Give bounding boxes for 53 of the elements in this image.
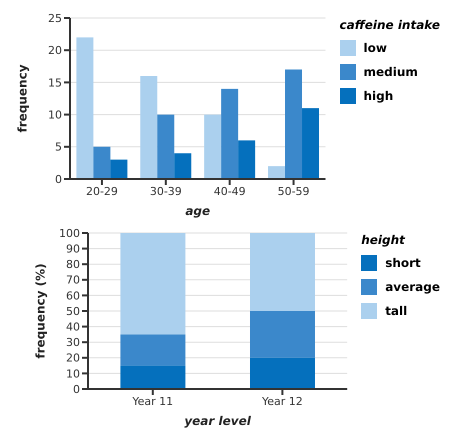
legend-title: caffeine intake	[340, 18, 440, 32]
bar	[250, 358, 315, 389]
y-tick-label: 15	[48, 76, 62, 90]
y-tick-label: 0	[55, 172, 62, 186]
bar	[110, 160, 128, 179]
legend-label: low	[362, 40, 388, 56]
legend-label: short	[384, 255, 422, 271]
bar	[250, 311, 315, 358]
x-tick-label: 40-49	[214, 184, 246, 198]
y-tick-label: 40	[66, 320, 80, 334]
legend-title: height	[361, 233, 406, 247]
y-axis-title: frequency (%)	[33, 263, 48, 359]
bar	[93, 146, 110, 179]
y-axis-title: frequency	[15, 64, 30, 133]
legend-label: average	[384, 279, 440, 295]
bar	[120, 366, 186, 389]
y-tick-label: 50	[66, 304, 80, 318]
bar	[140, 76, 158, 179]
legend-label: medium	[362, 64, 419, 80]
bar	[285, 70, 302, 179]
bar	[238, 140, 256, 179]
y-tick-label: 20	[48, 44, 62, 58]
y-tick-label: 80	[66, 258, 80, 272]
y-tick-label: 90	[66, 242, 80, 256]
bar	[302, 108, 320, 179]
x-tick-label: Year 12	[260, 394, 303, 408]
bar	[204, 114, 222, 179]
legend-label: high	[362, 88, 394, 104]
x-tick-label: 20-29	[86, 184, 118, 198]
bar	[174, 153, 192, 179]
legend-label: tall	[384, 303, 408, 319]
y-tick-label: 0	[73, 382, 80, 396]
y-tick-label: 70	[66, 274, 80, 287]
y-tick-label: 10	[66, 367, 80, 380]
y-tick-label: 30	[66, 336, 80, 350]
bar	[221, 88, 238, 179]
y-tick-label: 10	[48, 108, 62, 122]
y-tick-label: 25	[48, 12, 62, 25]
y-tick-label: 100	[59, 226, 80, 240]
x-tick-label: 50-59	[278, 184, 310, 198]
x-axis-title: year level	[184, 414, 252, 428]
x-tick-label: Year 11	[131, 394, 174, 408]
y-tick-label: 5	[55, 140, 62, 154]
bar	[157, 114, 174, 179]
bar	[120, 334, 186, 366]
x-axis-title: age	[185, 204, 210, 218]
bar	[76, 37, 94, 179]
bar	[268, 166, 286, 179]
x-tick-label: 30-39	[150, 184, 182, 198]
y-tick-label: 60	[66, 289, 80, 302]
bar	[250, 233, 315, 311]
bar	[120, 233, 186, 334]
y-tick-label: 20	[66, 352, 80, 365]
